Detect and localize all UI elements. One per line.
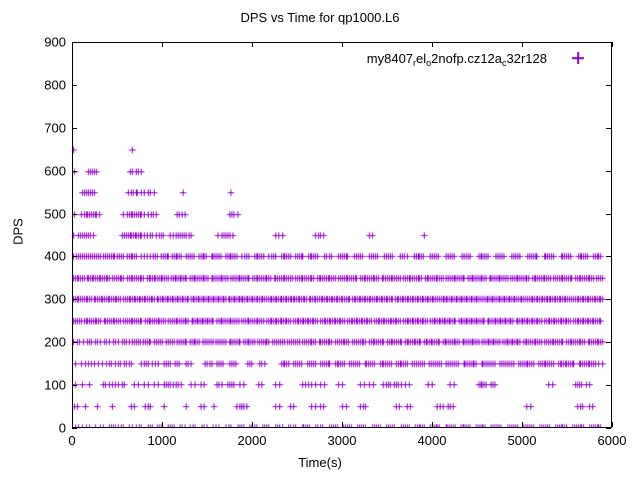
x-tick-label: 1000 [147, 433, 177, 448]
y-tick-mark-right [606, 42, 611, 43]
y-tick-label: 400 [44, 248, 66, 264]
y-tick-mark [72, 256, 77, 258]
legend: my8407relo2nofp.cz12ac32r128 [300, 47, 595, 69]
y-tick-mark-right [606, 127, 611, 129]
y-tick-label: 800 [44, 77, 66, 93]
y-tick-mark-right [606, 84, 611, 86]
x-tick-mark [432, 422, 433, 427]
y-tick-label: 600 [44, 163, 66, 179]
y-tick-mark [72, 170, 77, 172]
x-tick-mark-top [72, 42, 73, 47]
x-tick-mark-top [252, 42, 253, 47]
scatter-plot-canvas [73, 43, 611, 427]
x-tick-mark [72, 422, 73, 427]
y-tick-mark [72, 385, 77, 387]
y-axis-tick-labels: 0 100 200 300 400 500 600 700 800 900 [0, 0, 66, 480]
x-tick-label: 0 [68, 433, 76, 448]
x-tick-mark [522, 422, 523, 427]
y-tick-mark [72, 213, 77, 215]
y-tick-label: 900 [44, 34, 66, 50]
plot-area [72, 42, 612, 428]
y-tick-mark-right [606, 428, 611, 429]
x-tick-label: 4000 [417, 433, 447, 448]
y-tick-mark-right [606, 170, 611, 172]
y-tick-mark-right [606, 213, 611, 215]
x-tick-mark-top [612, 42, 613, 47]
chart-title: DPS vs Time for qp1000.L6 [240, 10, 400, 25]
x-tick-label: 5000 [507, 433, 537, 448]
y-tick-mark [72, 84, 77, 86]
y-axis-title: DPS [10, 218, 26, 245]
x-tick-mark [162, 422, 163, 427]
y-tick-label: 300 [44, 291, 66, 307]
y-tick-mark [72, 42, 77, 43]
x-tick-label: 6000 [597, 433, 627, 448]
x-tick-label: 3000 [327, 433, 357, 448]
y-tick-mark-right [606, 256, 611, 258]
y-tick-label: 500 [44, 206, 66, 222]
y-tick-mark-right [606, 385, 611, 387]
x-tick-mark-top [432, 42, 433, 47]
y-tick-mark [72, 299, 77, 301]
y-tick-mark [72, 342, 77, 344]
x-tick-mark-top [522, 42, 523, 47]
x-tick-mark-top [342, 42, 343, 47]
x-tick-mark [342, 422, 343, 427]
y-tick-label: 700 [44, 120, 66, 136]
x-tick-label: 2000 [237, 433, 267, 448]
x-axis-title: Time(s) [298, 455, 342, 470]
y-tick-label: 200 [44, 334, 66, 350]
y-tick-mark [72, 428, 77, 429]
x-tick-mark [252, 422, 253, 427]
y-tick-mark [72, 127, 77, 129]
x-tick-mark-top [162, 42, 163, 47]
x-tick-mark [612, 422, 613, 427]
y-tick-mark-right [606, 342, 611, 344]
y-tick-mark-right [606, 299, 611, 301]
y-tick-label: 0 [58, 420, 66, 436]
legend-series-label: my8407relo2nofp.cz12ac32r128 [366, 50, 547, 68]
legend-plus-marker-icon [561, 50, 595, 66]
y-tick-label: 100 [44, 377, 66, 393]
